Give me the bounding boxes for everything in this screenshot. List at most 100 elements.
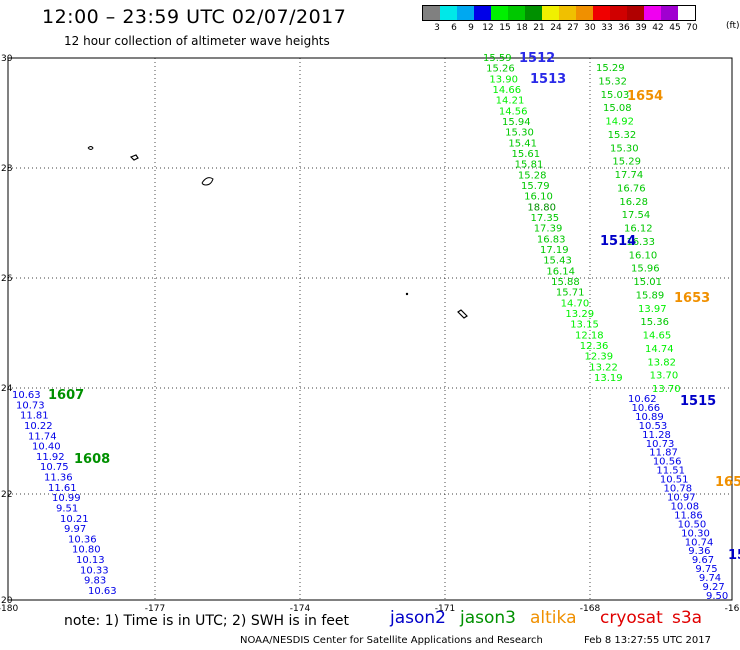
track-value: 10.21: [60, 514, 89, 525]
track-value: 10.66: [632, 403, 661, 414]
pass-label-1513: 1513: [530, 72, 566, 87]
legend-label: 15: [499, 23, 511, 33]
track-value: 10.50: [678, 519, 707, 530]
track-value: 10.63: [12, 390, 41, 401]
track-value: 13.15: [570, 320, 599, 331]
track-value: 10.33: [80, 565, 109, 576]
track-value: 10.40: [32, 442, 61, 453]
track-value: 15.89: [636, 290, 665, 301]
track-value: 15.71: [556, 288, 585, 299]
track-value: 11.87: [649, 448, 678, 459]
pass-label-1514: 1514: [600, 234, 636, 249]
track-value: 11.86: [674, 510, 703, 521]
x-tick-label: -16: [725, 604, 740, 614]
track-value: 13.90: [489, 74, 518, 85]
track-value: 16.10: [524, 192, 553, 203]
legend-s3a: s3a: [672, 608, 703, 628]
map-frame: [7, 57, 733, 601]
track-value: 10.63: [88, 586, 117, 597]
track-value: 13.70: [652, 384, 681, 395]
track-value: 10.97: [667, 493, 696, 504]
legend-label: 70: [686, 23, 698, 33]
legend-label: 6: [451, 23, 457, 33]
track-value: 10.80: [72, 545, 101, 556]
island-shape: [405, 292, 409, 296]
track-value: 15.29: [612, 157, 641, 168]
y-tick-label: 26: [1, 274, 13, 284]
island-shape: [457, 309, 468, 319]
x-tick-label: -171: [435, 604, 455, 614]
track-value: 14.70: [561, 298, 590, 309]
legend-label: 36: [618, 23, 630, 33]
track-value: 10.74: [685, 537, 714, 548]
legend-label: 21: [533, 23, 545, 33]
track-value: 9.36: [688, 546, 710, 557]
legend-swatch: [644, 6, 661, 20]
legend-unit: (ft): [726, 21, 740, 31]
track-value: 15.41: [508, 138, 537, 149]
legend-swatch: [440, 6, 457, 20]
track-value: 10.99: [52, 493, 81, 504]
track-value: 13.70: [650, 371, 679, 382]
track-value: 10.89: [635, 412, 664, 423]
track-value: 15.32: [598, 76, 627, 87]
track-value: 16.10: [629, 250, 658, 261]
track-value: 13.97: [638, 304, 667, 315]
track-value: 17.74: [615, 170, 644, 181]
track-value: 10.73: [16, 400, 45, 411]
x-tick-label: -180: [0, 604, 18, 614]
track-value: 16.33: [626, 237, 655, 248]
legend-swatch: [661, 6, 678, 20]
track-value: 14.92: [605, 117, 634, 128]
pass-label-1654: 1654: [627, 89, 663, 104]
track-value: 9.50: [706, 591, 728, 602]
track-value: 14.74: [645, 344, 674, 355]
track-value: 15.81: [515, 160, 544, 171]
legend-label: 18: [516, 23, 528, 33]
track-value: 11.36: [44, 473, 73, 484]
track-value: 11.28: [642, 430, 671, 441]
legend-swatch: [610, 6, 627, 20]
footer-agency: NOAA/NESDIS Center for Satellite Applica…: [240, 635, 543, 646]
track-value: 9.51: [56, 503, 78, 514]
legend-color-bar: [422, 5, 696, 21]
track-value: 12.39: [585, 352, 614, 363]
pass-label-1512: 1512: [519, 51, 555, 66]
legend-swatch: [559, 6, 576, 20]
track-value: 15.01: [633, 277, 662, 288]
track-value: 15.26: [486, 64, 515, 75]
track-value: 15.30: [505, 128, 534, 139]
track-value: 16.83: [537, 234, 566, 245]
track-value: 10.36: [68, 534, 97, 545]
legend-label: 27: [567, 23, 579, 33]
page-subtitle: 12 hour collection of altimeter wave hei…: [64, 34, 330, 48]
legend-label: 3: [434, 23, 440, 33]
track-value: 9.67: [692, 555, 714, 566]
track-value: 11.92: [36, 452, 65, 463]
track-value: 15.28: [518, 170, 547, 181]
track-value: 10.30: [681, 528, 710, 539]
legend-swatch: [542, 6, 559, 20]
x-tick-label: -174: [290, 604, 311, 614]
legend-label: 24: [550, 23, 562, 33]
track-value: 15.08: [603, 103, 632, 114]
track-value: 10.62: [628, 394, 657, 405]
legend-label: 33: [601, 23, 613, 33]
pass-label-1607: 1607: [48, 388, 84, 403]
island-shape: [201, 177, 214, 186]
track-value: 12.36: [580, 341, 609, 352]
track-value: 14.56: [499, 106, 528, 117]
legend-swatch: [508, 6, 525, 20]
track-value: 15.79: [521, 181, 550, 192]
y-tick-label: 24: [1, 384, 13, 394]
legend-swatch: [593, 6, 610, 20]
track-value: 14.21: [496, 96, 525, 107]
track-value: 17.54: [622, 210, 651, 221]
island-shape: [87, 146, 94, 150]
track-value: 13.19: [594, 373, 623, 384]
track-value: 14.65: [643, 331, 672, 342]
y-tick-label: 28: [1, 164, 13, 174]
track-value: 16.12: [624, 224, 653, 235]
legend-label: 42: [652, 23, 664, 33]
legend-swatch: [576, 6, 593, 20]
